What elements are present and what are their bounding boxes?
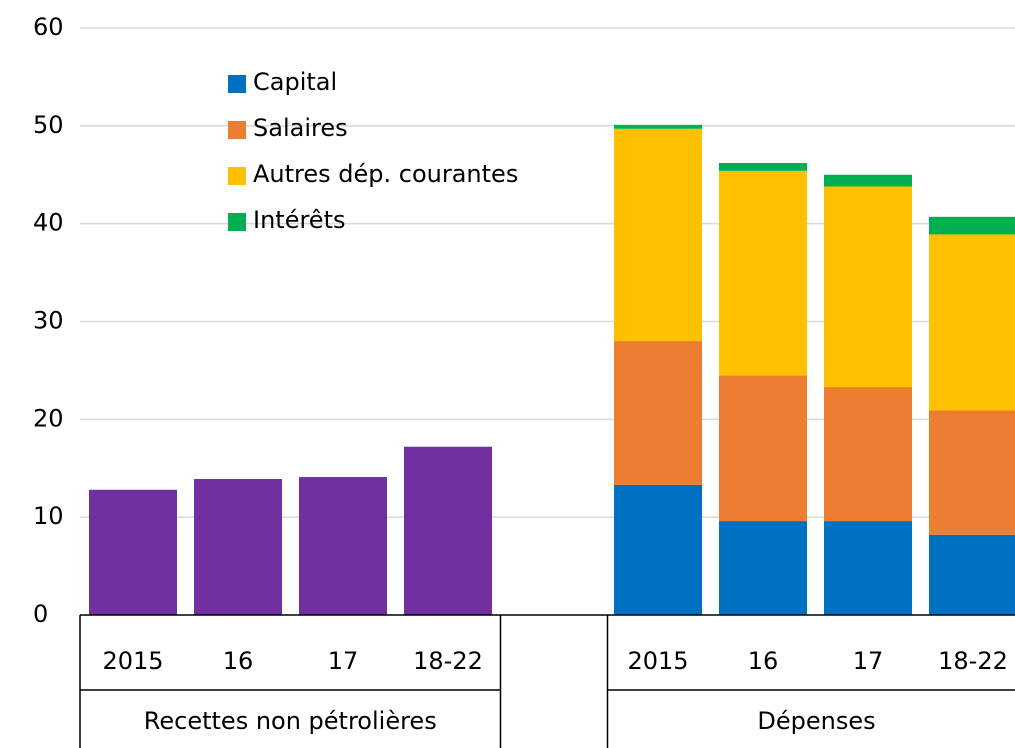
legend-label: Intérêts [253, 206, 345, 234]
bar-segment [719, 375, 807, 522]
bar-segment [89, 489, 177, 615]
x-tick-label: 18-22 [413, 647, 483, 675]
x-tick-label: 17 [328, 647, 359, 675]
x-tick-label: 16 [223, 647, 254, 675]
x-tick-label: 17 [853, 647, 884, 675]
x-tick-label: 16 [748, 647, 779, 675]
legend-label: Salaires [253, 114, 348, 142]
bar-segment [719, 170, 807, 376]
bar-segment [614, 124, 702, 129]
legend-swatch [228, 167, 246, 185]
bar-segment [929, 216, 1015, 235]
bar-segment [824, 174, 912, 187]
x-tick-label: 2015 [627, 647, 688, 675]
y-tick-label: 0 [33, 600, 48, 628]
legend-label: Capital [253, 68, 337, 96]
bar-segment [404, 446, 492, 615]
bar-segment [929, 410, 1015, 535]
y-tick-label: 30 [33, 307, 64, 335]
bar-segment [824, 387, 912, 522]
bar-segment [719, 163, 807, 171]
bar-segment [929, 534, 1015, 615]
x-tick-label: 18-22 [938, 647, 1008, 675]
legend-swatch [228, 213, 246, 231]
bar-segment [194, 479, 282, 615]
y-tick-label: 20 [33, 404, 64, 432]
bar-segment [614, 484, 702, 615]
y-tick-label: 10 [33, 502, 64, 530]
bar-segment [824, 186, 912, 388]
y-tick-label: 40 [33, 209, 64, 237]
legend-swatch [228, 75, 246, 93]
legend-label: Autres dép. courantes [253, 160, 518, 188]
bar-segment [614, 128, 702, 342]
group-label: Recettes non pétrolières [144, 707, 437, 735]
bar-segment [299, 477, 387, 615]
group-label: Dépenses [757, 707, 875, 735]
bar-segment [929, 234, 1015, 411]
legend-swatch [228, 121, 246, 139]
bar-segment [614, 341, 702, 485]
bar-segment [824, 521, 912, 615]
y-tick-label: 60 [33, 13, 64, 41]
x-tick-label: 2015 [102, 647, 163, 675]
y-tick-label: 50 [33, 111, 64, 139]
bar-segment [719, 521, 807, 615]
